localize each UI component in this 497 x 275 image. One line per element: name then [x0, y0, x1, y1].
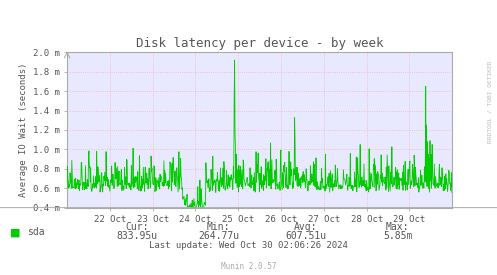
- Y-axis label: Average IO Wait (seconds): Average IO Wait (seconds): [19, 63, 28, 197]
- Text: Cur:: Cur:: [125, 222, 149, 232]
- Text: 264.77u: 264.77u: [198, 231, 239, 241]
- Text: sda: sda: [27, 227, 45, 237]
- Text: Min:: Min:: [207, 222, 231, 232]
- Text: 5.85m: 5.85m: [383, 231, 413, 241]
- Text: 833.95u: 833.95u: [116, 231, 157, 241]
- Text: Last update: Wed Oct 30 02:06:26 2024: Last update: Wed Oct 30 02:06:26 2024: [149, 241, 348, 250]
- Text: ■: ■: [10, 227, 20, 237]
- Text: Munin 2.0.57: Munin 2.0.57: [221, 262, 276, 271]
- Title: Disk latency per device - by week: Disk latency per device - by week: [136, 37, 383, 50]
- Text: Max:: Max:: [386, 222, 410, 232]
- Text: RRDTOOL / TOBI OETIKER: RRDTOOL / TOBI OETIKER: [487, 60, 492, 143]
- Text: Avg:: Avg:: [294, 222, 318, 232]
- Text: 607.51u: 607.51u: [285, 231, 326, 241]
